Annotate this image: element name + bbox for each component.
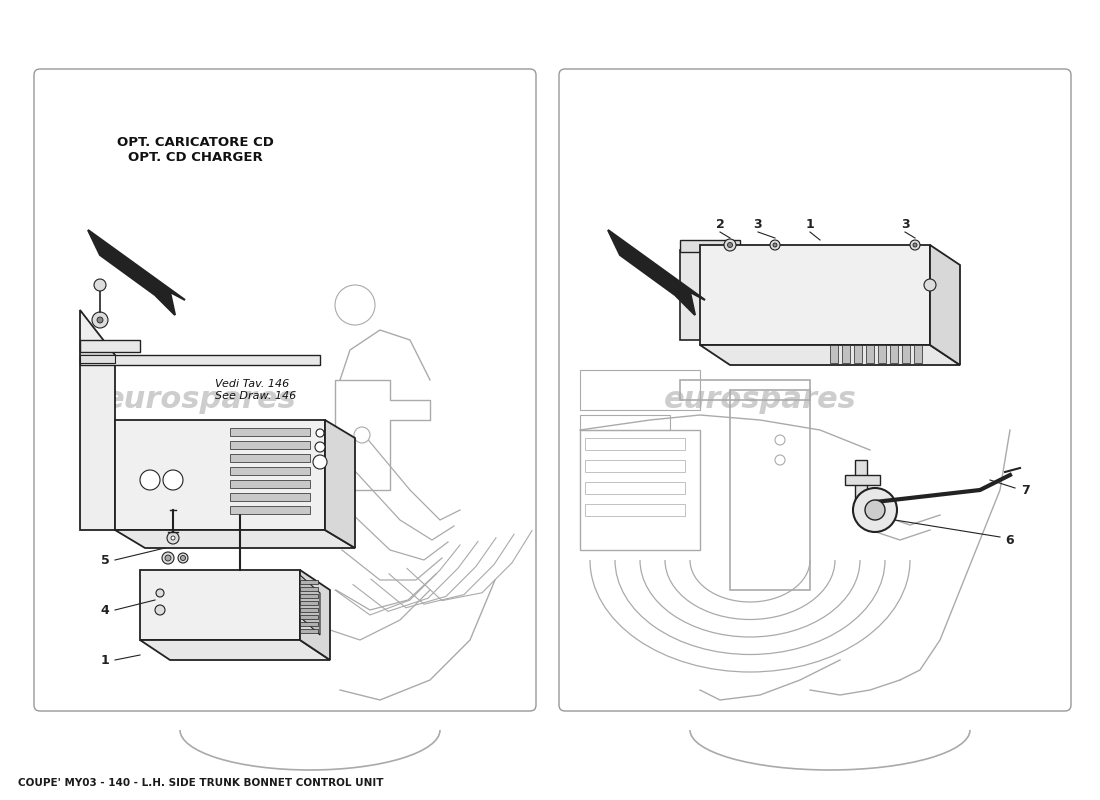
Circle shape (852, 488, 896, 532)
Bar (580, 415, 670, 430)
Circle shape (354, 427, 370, 443)
Circle shape (94, 279, 106, 291)
FancyBboxPatch shape (34, 69, 536, 711)
Text: eurospares: eurospares (103, 386, 296, 414)
Circle shape (316, 429, 324, 437)
Bar (855, 460, 867, 505)
FancyBboxPatch shape (559, 69, 1071, 711)
Bar (300, 608, 318, 612)
Bar (830, 345, 838, 363)
Text: 5: 5 (100, 554, 109, 566)
Polygon shape (300, 575, 320, 635)
Text: 7: 7 (1021, 483, 1030, 497)
Polygon shape (140, 640, 330, 660)
Bar (230, 467, 310, 475)
Text: OPT. CARICATORE CD
OPT. CD CHARGER: OPT. CARICATORE CD OPT. CD CHARGER (117, 136, 274, 164)
Bar (855, 500, 895, 508)
Text: 3: 3 (901, 218, 910, 231)
Bar (230, 480, 310, 488)
Text: 6: 6 (1005, 534, 1014, 546)
Bar (890, 345, 898, 363)
Bar (80, 355, 320, 365)
Bar (300, 580, 318, 584)
Text: 3: 3 (754, 218, 762, 231)
Bar (680, 380, 810, 400)
Bar (866, 345, 874, 363)
Bar (230, 454, 310, 462)
Bar (730, 390, 810, 590)
Bar (116, 420, 324, 530)
Text: 2: 2 (716, 218, 725, 231)
Polygon shape (116, 530, 355, 548)
Bar (842, 345, 850, 363)
Circle shape (140, 470, 159, 490)
Text: Vedi Tav. 146
See Draw. 146: Vedi Tav. 146 See Draw. 146 (214, 379, 296, 401)
Bar (585, 504, 685, 516)
Polygon shape (700, 345, 960, 365)
Circle shape (770, 240, 780, 250)
Circle shape (162, 552, 174, 564)
Text: 4: 4 (100, 603, 109, 617)
Bar (300, 594, 318, 598)
Bar (300, 629, 318, 633)
Bar (300, 601, 318, 605)
Polygon shape (88, 230, 185, 315)
Bar (230, 441, 310, 449)
Circle shape (314, 455, 327, 469)
Polygon shape (608, 230, 705, 315)
Circle shape (773, 243, 777, 247)
Circle shape (92, 312, 108, 328)
Bar (878, 345, 886, 363)
Circle shape (163, 470, 183, 490)
Text: 1: 1 (805, 218, 814, 231)
Bar (300, 587, 318, 591)
Bar (585, 482, 685, 494)
Circle shape (97, 317, 103, 323)
Circle shape (167, 532, 179, 544)
Circle shape (155, 605, 165, 615)
Text: COUPE' MY03 - 140 - L.H. SIDE TRUNK BONNET CONTROL UNIT: COUPE' MY03 - 140 - L.H. SIDE TRUNK BONN… (18, 778, 384, 788)
Bar (230, 428, 310, 436)
Bar (680, 250, 705, 340)
Polygon shape (324, 420, 355, 548)
Polygon shape (300, 570, 330, 660)
Polygon shape (80, 310, 116, 530)
Bar (580, 370, 700, 410)
Circle shape (156, 589, 164, 597)
Circle shape (727, 242, 733, 247)
Circle shape (910, 240, 920, 250)
Polygon shape (930, 245, 960, 365)
Bar (80, 355, 116, 363)
Bar (585, 438, 685, 450)
Bar (854, 345, 862, 363)
Bar (230, 506, 310, 514)
Circle shape (865, 500, 886, 520)
Bar (300, 622, 318, 626)
Circle shape (165, 555, 170, 561)
Circle shape (180, 555, 186, 561)
Bar (80, 340, 140, 352)
Text: 1: 1 (100, 654, 109, 666)
Bar (585, 460, 685, 472)
Circle shape (724, 239, 736, 251)
Circle shape (315, 442, 324, 452)
Bar (300, 615, 318, 619)
Bar (230, 493, 310, 501)
Circle shape (336, 285, 375, 325)
Circle shape (178, 553, 188, 563)
Bar (845, 475, 880, 485)
Bar (902, 345, 910, 363)
Bar (580, 430, 700, 550)
Circle shape (913, 243, 917, 247)
Text: eurospares: eurospares (663, 386, 857, 414)
Bar (680, 240, 740, 252)
Bar (700, 245, 930, 345)
Bar (914, 345, 922, 363)
Bar (140, 570, 300, 640)
Circle shape (170, 536, 175, 540)
Circle shape (924, 279, 936, 291)
